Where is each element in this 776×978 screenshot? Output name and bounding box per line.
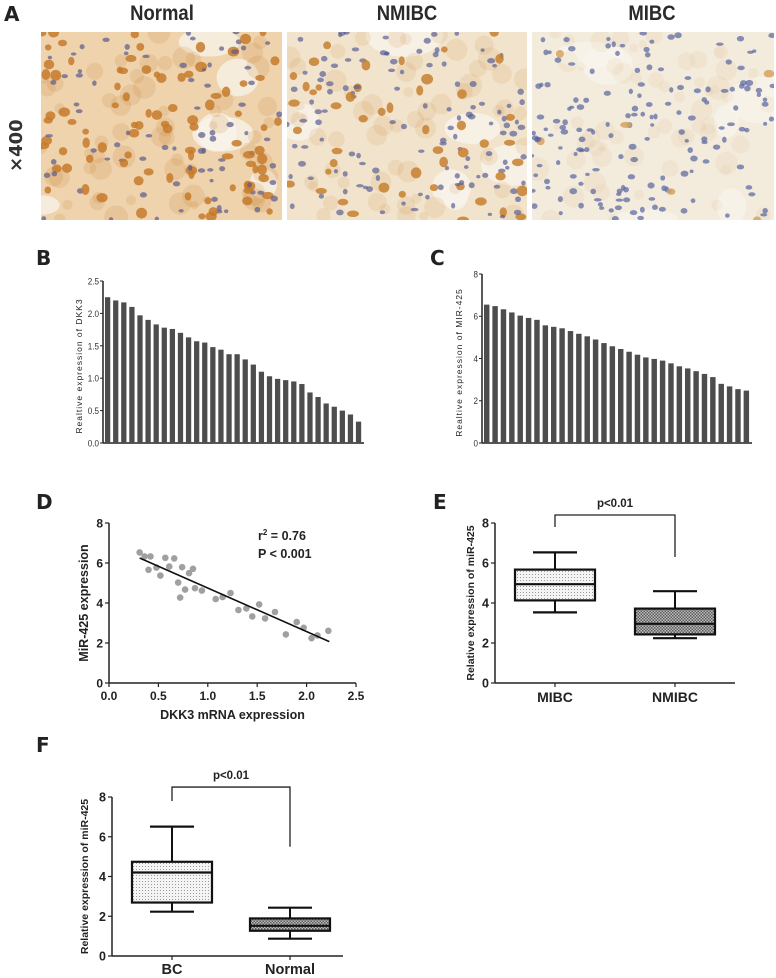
svg-text:0: 0 bbox=[474, 438, 479, 449]
svg-text:6: 6 bbox=[96, 557, 103, 571]
panel-label-a: A bbox=[4, 2, 20, 26]
svg-text:1.0: 1.0 bbox=[199, 689, 216, 703]
panel-label-b: B bbox=[36, 246, 52, 270]
column-title-normal: Normal bbox=[130, 2, 194, 25]
svg-text:Normal: Normal bbox=[265, 962, 315, 978]
chart-e-boxplot: 0 2 4 6 8 MIBC NMIBC p<0.01 Relative expression … bbox=[465, 498, 735, 705]
histology-image-nmibc bbox=[287, 32, 527, 220]
svg-text:8: 8 bbox=[482, 517, 489, 531]
svg-text:Realtive expression of DKK3: Realtive expression of DKK3 bbox=[74, 298, 84, 433]
svg-text:0: 0 bbox=[96, 677, 103, 691]
svg-text:P < 0.001: P < 0.001 bbox=[258, 547, 312, 561]
svg-text:2: 2 bbox=[96, 637, 103, 651]
histology-image-normal bbox=[41, 32, 282, 220]
svg-text:Relative expression of miR-425: Relative expression of miR-425 bbox=[79, 799, 91, 954]
svg-text:NMIBC: NMIBC bbox=[652, 689, 698, 705]
chart-f-boxplot: 0 2 4 6 8 BC Normal p<0.01 Relative expression o… bbox=[79, 770, 343, 978]
svg-text:0: 0 bbox=[482, 677, 489, 691]
svg-text:0.5: 0.5 bbox=[150, 689, 167, 703]
svg-text:2: 2 bbox=[482, 637, 489, 651]
svg-text:MIBC: MIBC bbox=[537, 689, 573, 705]
magnification-label: ×400 bbox=[6, 119, 27, 172]
chart-b-dkk3-bar: 0.0 0.5 1.0 1.5 2.0 2.5 Realtive expression of… bbox=[74, 276, 364, 449]
svg-text:6: 6 bbox=[99, 830, 106, 844]
svg-text:8: 8 bbox=[474, 269, 479, 280]
svg-text:6: 6 bbox=[482, 557, 489, 571]
panel-label-d: D bbox=[36, 490, 53, 514]
svg-text:8: 8 bbox=[96, 517, 103, 531]
panel-label-e: E bbox=[433, 490, 447, 514]
svg-text:DKK3 mRNA expression: DKK3 mRNA expression bbox=[160, 708, 305, 722]
svg-text:p<0.01: p<0.01 bbox=[597, 498, 634, 510]
svg-text:Relative expression of miR-425: Relative expression of miR-425 bbox=[465, 525, 477, 680]
panel-label-f: F bbox=[36, 733, 50, 757]
svg-text:2: 2 bbox=[99, 910, 106, 924]
svg-text:1.5: 1.5 bbox=[88, 341, 99, 352]
chart-c-mir425-bar: 0 2 4 6 8 Realtive expression of MIR-425 bbox=[454, 269, 752, 449]
svg-text:MiR-425 expression: MiR-425 expression bbox=[77, 544, 91, 661]
svg-text:4: 4 bbox=[482, 597, 489, 611]
svg-text:2.5: 2.5 bbox=[348, 689, 365, 703]
svg-text:4: 4 bbox=[474, 353, 479, 364]
svg-text:2.0: 2.0 bbox=[88, 308, 99, 319]
svg-text:0.0: 0.0 bbox=[101, 689, 118, 703]
svg-text:p<0.01: p<0.01 bbox=[213, 770, 250, 782]
svg-text:0.5: 0.5 bbox=[88, 405, 99, 416]
chart-d-scatter: 0 2 4 6 8 0.0 0.5 1.0 1.5 2.0 2.5 DKK3 mRNA express… bbox=[77, 517, 365, 723]
svg-text:0: 0 bbox=[99, 950, 106, 964]
svg-text:0.0: 0.0 bbox=[88, 438, 99, 449]
svg-text:1.0: 1.0 bbox=[88, 373, 99, 384]
svg-text:1.5: 1.5 bbox=[249, 689, 266, 703]
svg-text:2.5: 2.5 bbox=[88, 276, 99, 287]
column-title-mibc: MIBC bbox=[628, 2, 676, 25]
svg-text:4: 4 bbox=[99, 870, 106, 884]
panel-label-c: C bbox=[430, 246, 445, 270]
svg-text:Realtive expression of MIR-425: Realtive expression of MIR-425 bbox=[454, 288, 464, 437]
svg-text:2: 2 bbox=[474, 396, 479, 407]
svg-text:BC: BC bbox=[162, 962, 183, 978]
svg-text:r2 = 0.76: r2 = 0.76 bbox=[258, 528, 306, 543]
histology-image-mibc bbox=[532, 32, 774, 220]
svg-text:6: 6 bbox=[474, 311, 479, 322]
svg-text:2.0: 2.0 bbox=[298, 689, 315, 703]
column-title-nmibc: NMIBC bbox=[376, 2, 438, 25]
svg-text:8: 8 bbox=[99, 791, 106, 805]
svg-text:4: 4 bbox=[96, 597, 103, 611]
